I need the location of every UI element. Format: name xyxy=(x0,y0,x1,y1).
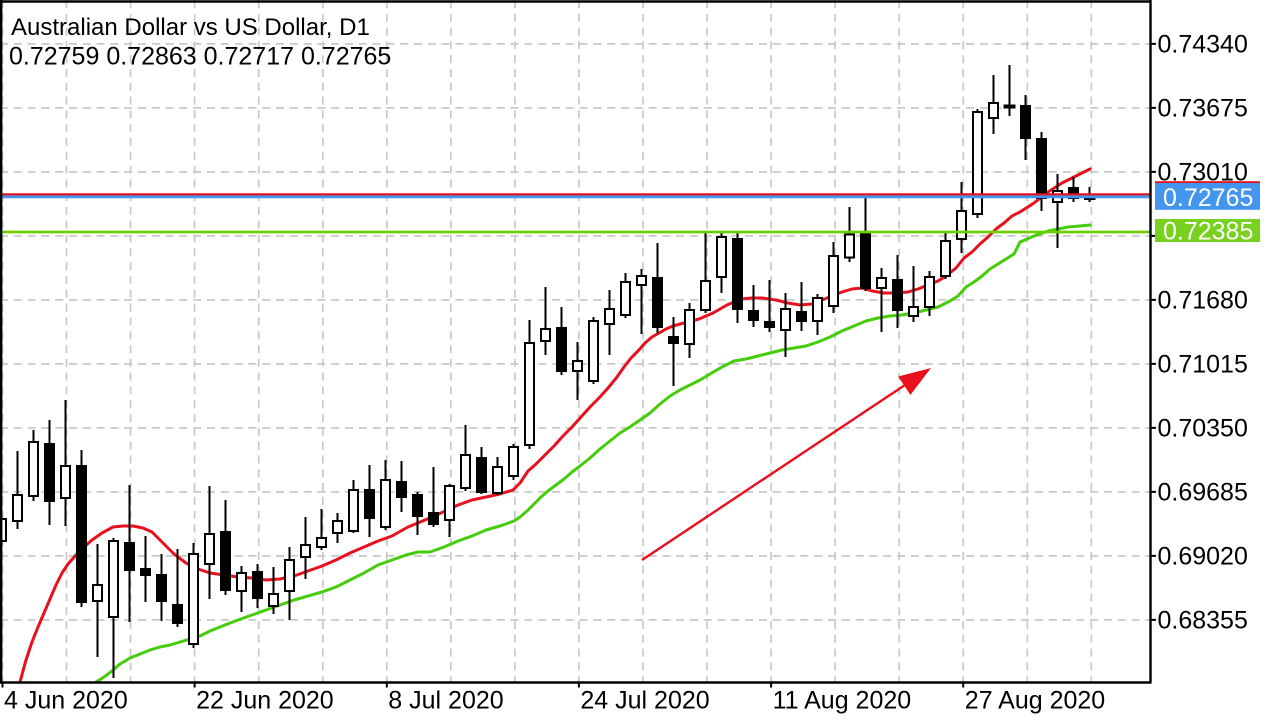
svg-text:Australian Dollar vs US Dollar: Australian Dollar vs US Dollar, D1 xyxy=(11,14,370,41)
svg-text:0.68355: 0.68355 xyxy=(1158,607,1248,635)
svg-text:11 Aug 2020: 11 Aug 2020 xyxy=(773,687,912,715)
svg-text:0.72385: 0.72385 xyxy=(1163,218,1253,246)
svg-text:27 Aug 2020: 27 Aug 2020 xyxy=(965,687,1105,715)
svg-text:0.74340: 0.74340 xyxy=(1158,31,1248,59)
svg-text:0.71015: 0.71015 xyxy=(1158,351,1248,379)
svg-text:0.70350: 0.70350 xyxy=(1158,415,1248,443)
svg-text:0.73675: 0.73675 xyxy=(1158,95,1248,123)
svg-text:24 Jul 2020: 24 Jul 2020 xyxy=(580,687,709,715)
svg-text:8 Jul 2020: 8 Jul 2020 xyxy=(388,687,503,715)
svg-text:0.69685: 0.69685 xyxy=(1158,479,1248,507)
svg-text:0.71680: 0.71680 xyxy=(1158,287,1248,315)
svg-text:0.69020: 0.69020 xyxy=(1158,543,1248,571)
svg-text:0.72759 0.72863 0.72717 0.7276: 0.72759 0.72863 0.72717 0.72765 xyxy=(9,43,391,71)
svg-text:0.72765: 0.72765 xyxy=(1163,184,1253,212)
svg-text:22 Jun 2020: 22 Jun 2020 xyxy=(196,687,334,715)
svg-text:4 Jun 2020: 4 Jun 2020 xyxy=(4,687,128,715)
